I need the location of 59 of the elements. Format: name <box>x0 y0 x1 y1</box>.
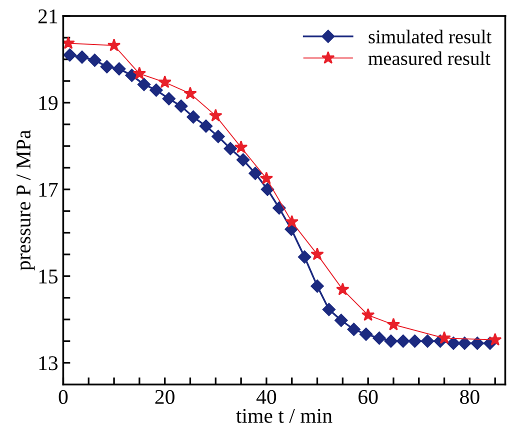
y-axis-title: pressure P / MPa <box>16 130 35 270</box>
legend-label: simulated result <box>368 30 492 44</box>
point <box>212 130 225 144</box>
point <box>458 336 472 350</box>
point <box>446 336 460 350</box>
x-axis-title: time t / min <box>236 408 332 423</box>
point <box>322 302 336 316</box>
point <box>162 92 176 106</box>
point <box>107 38 121 52</box>
point <box>310 247 324 260</box>
point <box>174 100 188 113</box>
x-tick-label: 0 <box>58 390 68 404</box>
point <box>420 334 434 348</box>
point <box>334 314 348 327</box>
x-tick-label: 80 <box>460 390 480 404</box>
point <box>88 54 102 67</box>
point <box>150 84 163 97</box>
point <box>310 279 324 293</box>
point <box>372 332 386 345</box>
y-tick-label: 17 <box>39 182 58 197</box>
point <box>199 120 213 133</box>
point <box>100 60 114 74</box>
y-tick-label: 13 <box>39 356 58 370</box>
point <box>408 334 422 348</box>
point <box>132 66 146 80</box>
point <box>260 172 274 184</box>
y-tick-label: 19 <box>39 96 58 110</box>
point <box>272 201 286 215</box>
point <box>347 322 360 336</box>
point <box>298 250 312 264</box>
point <box>184 86 197 100</box>
point <box>137 78 151 92</box>
legend-label: measured result <box>368 51 490 66</box>
point <box>384 334 398 348</box>
point <box>63 48 76 62</box>
point <box>75 50 89 64</box>
point <box>112 62 126 76</box>
y-tick-label: 21 <box>38 9 58 24</box>
x-tick-label: 60 <box>358 390 378 404</box>
point <box>361 308 375 321</box>
point <box>260 182 274 196</box>
point <box>285 214 299 228</box>
point <box>209 108 222 122</box>
point <box>359 328 373 341</box>
point <box>386 318 400 330</box>
point <box>234 140 248 154</box>
point <box>186 110 200 124</box>
point <box>224 142 237 156</box>
point <box>248 166 262 180</box>
point <box>438 331 451 344</box>
point <box>488 332 502 346</box>
x-tick-label: 40 <box>256 390 276 404</box>
point <box>336 282 350 296</box>
point <box>158 75 172 88</box>
point <box>470 336 484 350</box>
point <box>396 334 410 348</box>
y-tick-label: 15 <box>39 270 58 284</box>
x-tick-label: 20 <box>155 390 174 404</box>
point <box>236 153 250 166</box>
